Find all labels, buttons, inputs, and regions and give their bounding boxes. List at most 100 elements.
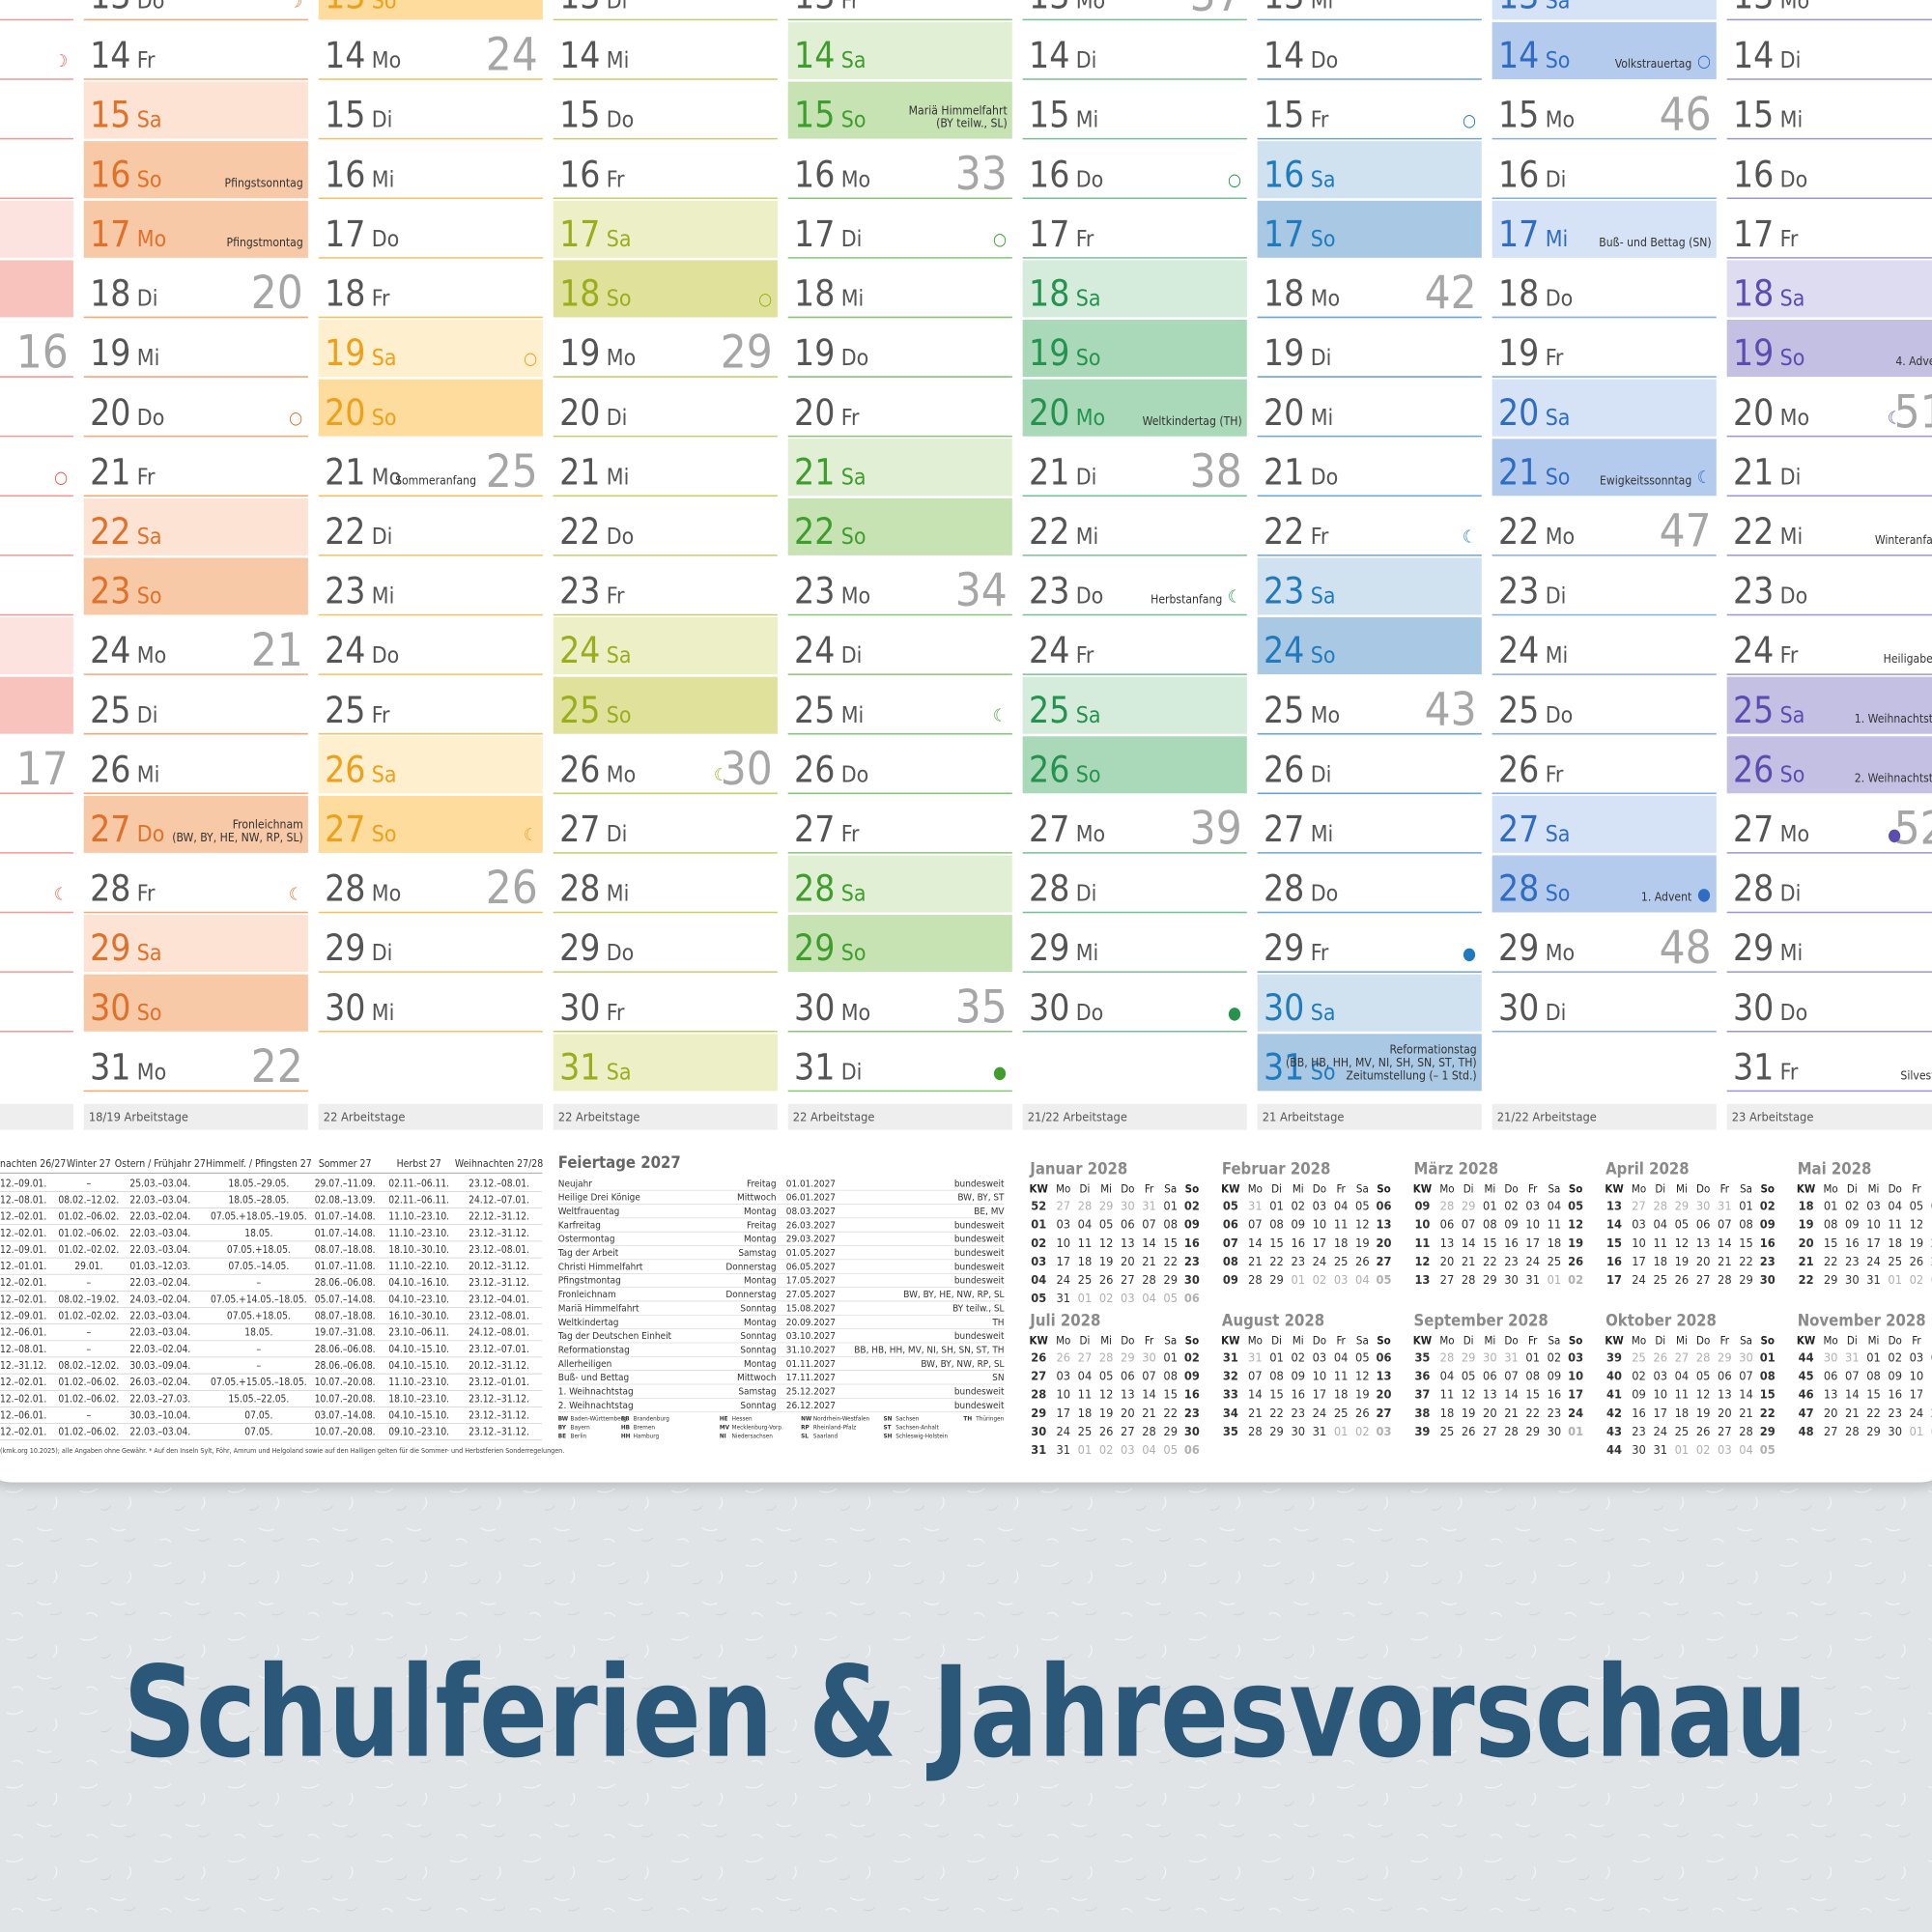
holiday-region: BB, HB, HH, MV, NI, SH, SN, ST, TH	[854, 1346, 1004, 1356]
table-cell: 16.10.–30.10.	[388, 1312, 449, 1322]
mini-day: 24	[1632, 1273, 1646, 1288]
week-number: 21	[251, 624, 303, 677]
holiday-name: Neujahr	[558, 1179, 592, 1189]
mini-day: 28	[1440, 1200, 1455, 1214]
table-cell: 22.03.–03.04.	[129, 1428, 190, 1438]
day-label: 18 Mo	[1264, 273, 1340, 315]
day-number: 21	[325, 451, 365, 493]
moon-phase: ☾	[1888, 409, 1901, 429]
mini-header: Mo	[1824, 1334, 1838, 1348]
holiday-region: bundesweit	[954, 1248, 1005, 1259]
day-cell: 15 Fr ○	[1257, 95, 1482, 140]
holiday-region: bundesweit	[954, 1179, 1005, 1189]
legend-name: Mecklenburg-Vorp.	[732, 1424, 783, 1432]
mini-day: 01	[1824, 1200, 1838, 1214]
mini-day: 17	[1313, 1236, 1327, 1251]
mini-header: Mo	[1439, 1182, 1454, 1196]
day-number: 19	[559, 332, 600, 374]
day-label: 17 Fr	[1029, 213, 1094, 255]
weekday: Mi	[1311, 0, 1334, 14]
day-label: 18 Mi	[794, 273, 864, 315]
day-label: 19 Fr	[1498, 332, 1564, 374]
day-number: 28	[1264, 868, 1304, 910]
weekday: Mi	[1780, 525, 1804, 550]
weekday: Fr	[1076, 227, 1094, 252]
week-number: 35	[955, 980, 1008, 1034]
day-label: 18 Do	[1498, 273, 1573, 315]
mini-day: 16	[1504, 1236, 1519, 1251]
week-number: 20	[251, 267, 303, 320]
day-cell: 21 Mi	[553, 451, 778, 497]
legend-abbr: SL	[801, 1433, 809, 1440]
mini-day: 08	[1163, 1218, 1178, 1233]
day-number: 20	[794, 392, 835, 434]
mini-header: Fr	[1336, 1182, 1346, 1196]
mini-day: 19	[1568, 1236, 1583, 1251]
table-cell: 26.03.–02.04.	[129, 1378, 190, 1388]
mini-week-number: 09	[1414, 1200, 1430, 1214]
day-number: 23	[325, 571, 365, 612]
table-cell: 24.12.–08.01.	[469, 1328, 529, 1339]
legend-name: Sachsen-Anhalt	[895, 1424, 939, 1432]
day-shade	[83, 81, 308, 139]
mini-week-number: 05	[1031, 1292, 1046, 1306]
mini-header: Di	[1463, 1182, 1474, 1196]
day-label: 13 So	[325, 0, 396, 17]
mini-day: 04	[1653, 1218, 1667, 1233]
mini-header: KW	[1221, 1182, 1240, 1196]
weekday: So	[841, 108, 867, 133]
weekday: Mo	[372, 48, 401, 73]
day-label: 30 Fr	[559, 987, 625, 1029]
mini-header: Mi	[1484, 1334, 1495, 1348]
table-cell: 07.05.	[244, 1410, 272, 1421]
day-number: 17	[559, 213, 600, 255]
day-cell: 23 Do	[1726, 571, 1932, 616]
weekday: Di	[137, 287, 158, 312]
day-number: 17	[1029, 213, 1069, 255]
legend-abbr: BY	[558, 1424, 567, 1432]
day-label: 18 So	[559, 273, 631, 315]
mini-day: 08	[1866, 1370, 1881, 1384]
day-label: 26 Di	[1264, 749, 1331, 790]
mini-day: 02	[1845, 1200, 1860, 1214]
day-shade	[318, 0, 543, 20]
weekday: Mi	[607, 882, 630, 907]
day-label: 15 Do	[559, 95, 634, 136]
legend-abbr: HH	[621, 1433, 631, 1440]
day-cell: 22 Sa	[83, 497, 308, 555]
day-cell: 16 Fr	[553, 154, 778, 199]
day-shade	[83, 974, 308, 1032]
day-label: 19 So	[1029, 332, 1100, 374]
table-cell: 22.12.–31.12.	[469, 1212, 529, 1223]
day-shade	[318, 736, 543, 794]
table-cell: 23.12.–31.12.	[469, 1278, 529, 1289]
day-cell: 30 Mo 35	[787, 980, 1012, 1034]
mini-week-number: 26	[1031, 1350, 1046, 1365]
mini-day: 27	[1483, 1425, 1497, 1439]
day-label: 20 Fr	[794, 392, 860, 434]
table-cell: 01.02.–02.02.	[58, 1312, 119, 1322]
mini-day: 05	[1377, 1273, 1392, 1288]
mini-week-number: 17	[1606, 1273, 1622, 1288]
weekday: Do	[607, 941, 635, 966]
mini-day: 01	[1888, 1273, 1902, 1288]
mini-day: 14	[1248, 1388, 1263, 1403]
table-header: Ostern / Frühjahr 27	[115, 1158, 206, 1170]
mini-day: 16	[1291, 1236, 1305, 1251]
day-cell: 19 Do	[787, 332, 1012, 378]
day-number: 24	[1029, 630, 1069, 671]
day-number: 27	[794, 809, 835, 850]
day-cell: 19 Mi	[83, 332, 308, 378]
weekday: Do	[1546, 703, 1574, 728]
mini-day: 15	[1269, 1388, 1284, 1403]
mini-day: 12	[1462, 1388, 1476, 1403]
mini-day: 15	[1760, 1388, 1776, 1403]
weekday: Mo	[841, 584, 870, 610]
week-number: 43	[1425, 683, 1477, 736]
table-cell: –	[87, 1278, 92, 1289]
mini-day: 26	[1675, 1273, 1690, 1288]
mini-day: 09	[1845, 1218, 1860, 1233]
table-cell: 15.05.–22.05.	[228, 1394, 289, 1405]
weekday: Do	[607, 108, 635, 133]
legend-abbr: HE	[720, 1415, 728, 1423]
